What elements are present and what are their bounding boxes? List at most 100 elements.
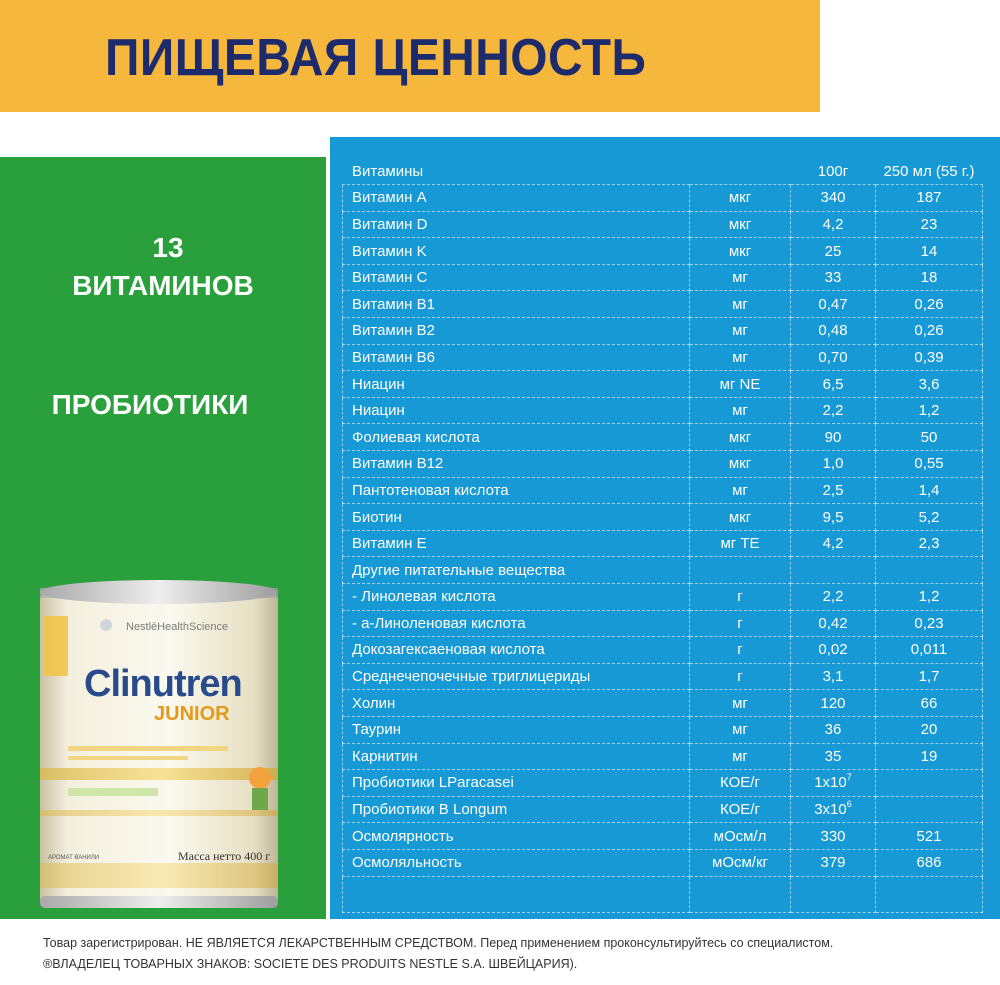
empty-cell	[875, 875, 983, 913]
value-per-250ml	[875, 769, 983, 797]
value-per-250ml: 50	[875, 423, 983, 452]
value-per-250ml: 250 мл (55 г.)	[875, 158, 983, 186]
table-row: Витамин В2 мг 0,48 0,26	[342, 317, 983, 345]
nutrient-name: Витамин В12	[342, 450, 690, 478]
value-per-250ml	[875, 556, 983, 584]
table-row: Фолиевая кислота мкг 90 50	[342, 423, 983, 452]
empty-cell	[689, 875, 791, 913]
vitamins-count: 13	[152, 232, 184, 263]
value-per-250ml: 1,7	[875, 662, 983, 691]
table-row: Докозагексаеновая кислота г 0,02 0,011	[342, 636, 983, 664]
nutrient-unit: мкг	[689, 450, 791, 478]
nutrient-name: Ниацин	[342, 396, 690, 425]
nutrient-unit: мкг	[689, 237, 791, 265]
value-per-250ml: 0,55	[875, 450, 983, 478]
nutrient-name: Витамин С	[342, 263, 690, 292]
nutrient-unit: мг ТЕ	[689, 529, 791, 558]
exponent: 6	[846, 799, 852, 810]
value-per-250ml: 1,2	[875, 396, 983, 425]
value-per-250ml: 66	[875, 689, 983, 717]
value-per-100g: 330	[790, 822, 876, 850]
nutrient-unit: г	[689, 662, 791, 691]
value-per-250ml: 19	[875, 742, 983, 771]
table-row: Среднечепочечные триглицериды г 3,1 1,7	[342, 662, 983, 691]
nutrient-name: Пробиотики B Longum	[342, 795, 690, 824]
value-per-100g: 2,2	[790, 583, 876, 611]
empty-cell	[790, 875, 876, 913]
svg-text:Clinutren: Clinutren	[84, 663, 242, 705]
value-per-250ml: 0,39	[875, 343, 983, 372]
nutrient-name: Витамин В6	[342, 343, 690, 372]
value-per-100g: 36	[790, 715, 876, 744]
nutrient-unit: мг	[689, 317, 791, 345]
nutrient-unit: мОсм/л	[689, 822, 791, 850]
value-per-250ml: 0,26	[875, 290, 983, 319]
nutrient-unit: мг	[689, 263, 791, 292]
value-per-250ml	[875, 795, 983, 824]
table-row: - Линолевая кислота г 2,2 1,2	[342, 583, 983, 611]
product-can-image: NestlēHealthScience Clinutren JUNIOR Мас…	[40, 580, 278, 908]
table-row: Биотин мкг 9,5 5,2	[342, 503, 983, 531]
table-row: Витамин В1 мг 0,47 0,26	[342, 290, 983, 319]
disclaimer: Товар зарегистрирован. НЕ ЯВЛЯЕТСЯ ЛЕКАР…	[43, 933, 993, 975]
nutrient-name: Витамин D	[342, 210, 690, 239]
probiotics-label: ПРОБИОТИКИ	[51, 389, 249, 420]
value-per-100g: 3x106	[790, 795, 876, 824]
table-row: Другие питательные вещества	[342, 556, 983, 584]
title-banner: ПИЩЕВАЯ ЦЕННОСТЬ	[0, 0, 820, 112]
table-row: Ниацин мг NE 6,5 3,6	[342, 370, 983, 398]
nutrient-unit: мг	[689, 476, 791, 505]
value-per-250ml: 18	[875, 263, 983, 292]
nutrient-unit: КОЕ/г	[689, 769, 791, 797]
nutrient-name: Холин	[342, 689, 690, 717]
nutrient-unit: мг	[689, 343, 791, 372]
nutrient-unit: мг	[689, 689, 791, 717]
value-per-100g: 0,42	[790, 609, 876, 638]
nutrient-unit: КОЕ/г	[689, 795, 791, 824]
table-row: Осмоляльность мОсм/кг 379 686	[342, 848, 983, 877]
value-per-100g: 35	[790, 742, 876, 771]
svg-text:JUNIOR: JUNIOR	[154, 703, 230, 725]
nutrient-unit: мг	[689, 290, 791, 319]
nutrient-name: Карнитин	[342, 742, 690, 771]
table-header-row: Витамины 100г 250 мл (55 г.)	[342, 158, 983, 186]
value-per-250ml: 20	[875, 715, 983, 744]
disclaimer-line-2: ®ВЛАДЕЛЕЦ ТОВАРНЫХ ЗНАКОВ: SOCIETE DES P…	[43, 957, 578, 971]
table-row: Карнитин мг 35 19	[342, 742, 983, 771]
nutrient-name: Осмолярность	[342, 822, 690, 850]
nutrient-unit: г	[689, 609, 791, 638]
table-row: Пробиотики B Longum КОЕ/г 3x106	[342, 795, 983, 824]
svg-text:Масса нетто 400 г: Масса нетто 400 г	[178, 849, 270, 863]
disclaimer-line-1: Товар зарегистрирован. НЕ ЯВЛЯЕТСЯ ЛЕКАР…	[43, 936, 834, 950]
svg-text:АРОМАТ ВАНИЛИ: АРОМАТ ВАНИЛИ	[48, 855, 99, 861]
value-per-100g: 340	[790, 184, 876, 212]
nutrient-name: Пробиотики LParacasei	[342, 769, 690, 797]
nutrient-unit: мОсм/кг	[689, 848, 791, 877]
table-row: Осмолярность мОсм/л 330 521	[342, 822, 983, 850]
value-per-100g: 6,5	[790, 370, 876, 398]
value-per-100g	[790, 556, 876, 584]
value-per-100g: 9,5	[790, 503, 876, 531]
value-per-100g: 1x107	[790, 769, 876, 797]
value-per-250ml: 0,26	[875, 317, 983, 345]
nutrient-unit: г	[689, 636, 791, 664]
nutrient-unit: мкг	[689, 503, 791, 531]
nutrient-name: Витамин А	[342, 184, 690, 212]
nutrient-name: Витамины	[342, 158, 690, 186]
nutrient-unit: мг	[689, 396, 791, 425]
value-per-100g: 4,2	[790, 210, 876, 239]
nutrient-name: Ниацин	[342, 370, 690, 398]
value-per-100g: 90	[790, 423, 876, 452]
value-per-250ml: 521	[875, 822, 983, 850]
table-row: Холин мг 120 66	[342, 689, 983, 717]
value-per-100g: 0,48	[790, 317, 876, 345]
nutrient-name: Пантотеновая кислота	[342, 476, 690, 505]
nutrient-unit: мкг	[689, 423, 791, 452]
nutrient-name: Витамин K	[342, 237, 690, 265]
